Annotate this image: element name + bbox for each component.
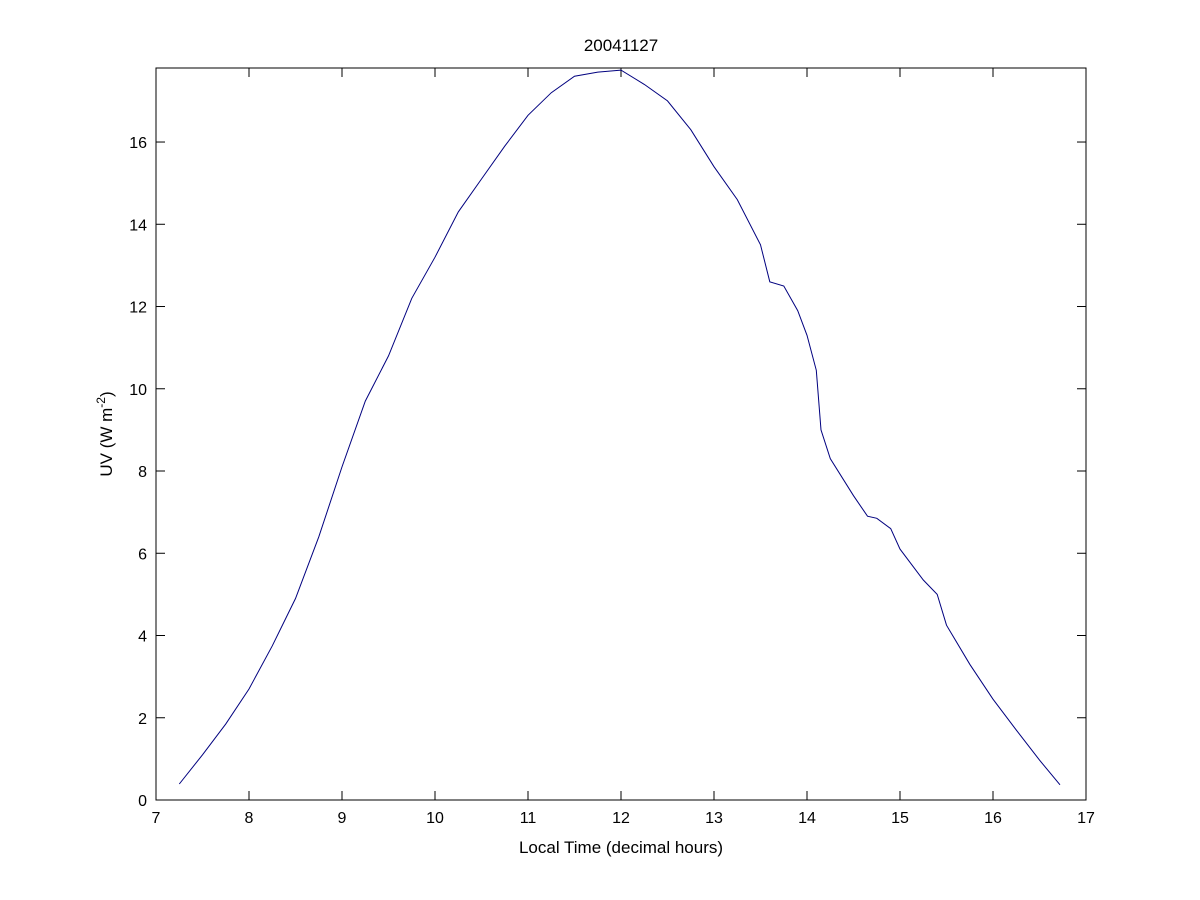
x-tick-label: 15: [891, 810, 909, 827]
x-tick-label: 14: [798, 810, 816, 827]
x-tick-label: 7: [152, 810, 161, 827]
x-tick-label: 9: [338, 810, 347, 827]
y-tick-label: 6: [138, 546, 147, 563]
y-tick-label: 16: [129, 135, 147, 152]
y-axis-label-superscript: -2: [94, 397, 108, 408]
y-tick-label: 8: [138, 464, 147, 481]
y-tick-label: 10: [129, 382, 147, 399]
y-axis-label: UV (W m-2): [94, 391, 116, 476]
y-tick-label: 4: [138, 629, 147, 646]
x-tick-label: 16: [984, 810, 1002, 827]
x-axis-label: Local Time (decimal hours): [519, 838, 723, 857]
y-axis-label-main: UV (W m: [97, 408, 116, 477]
x-tick-label: 12: [612, 810, 630, 827]
y-tick-label: 2: [138, 711, 147, 728]
y-tick-label: 0: [138, 793, 147, 810]
x-tick-label: 11: [520, 810, 537, 827]
x-tick-label: 17: [1077, 810, 1095, 827]
y-tick-label: 12: [129, 300, 147, 317]
y-tick-label: 14: [129, 217, 147, 234]
y-axis-label-close: ): [97, 391, 116, 397]
axis-ticks: 7 8 9 10 11 12 13 14 15 16 17 0 2 4 6 8 10 12 14 16: [129, 68, 1095, 827]
x-tick-label: 8: [245, 810, 254, 827]
x-tick-label: 13: [705, 810, 723, 827]
x-tick-label: 10: [426, 810, 444, 827]
uv-series-line: [178, 69, 1061, 786]
plot-area: [155, 67, 1087, 801]
chart-title: 20041127: [584, 36, 658, 55]
